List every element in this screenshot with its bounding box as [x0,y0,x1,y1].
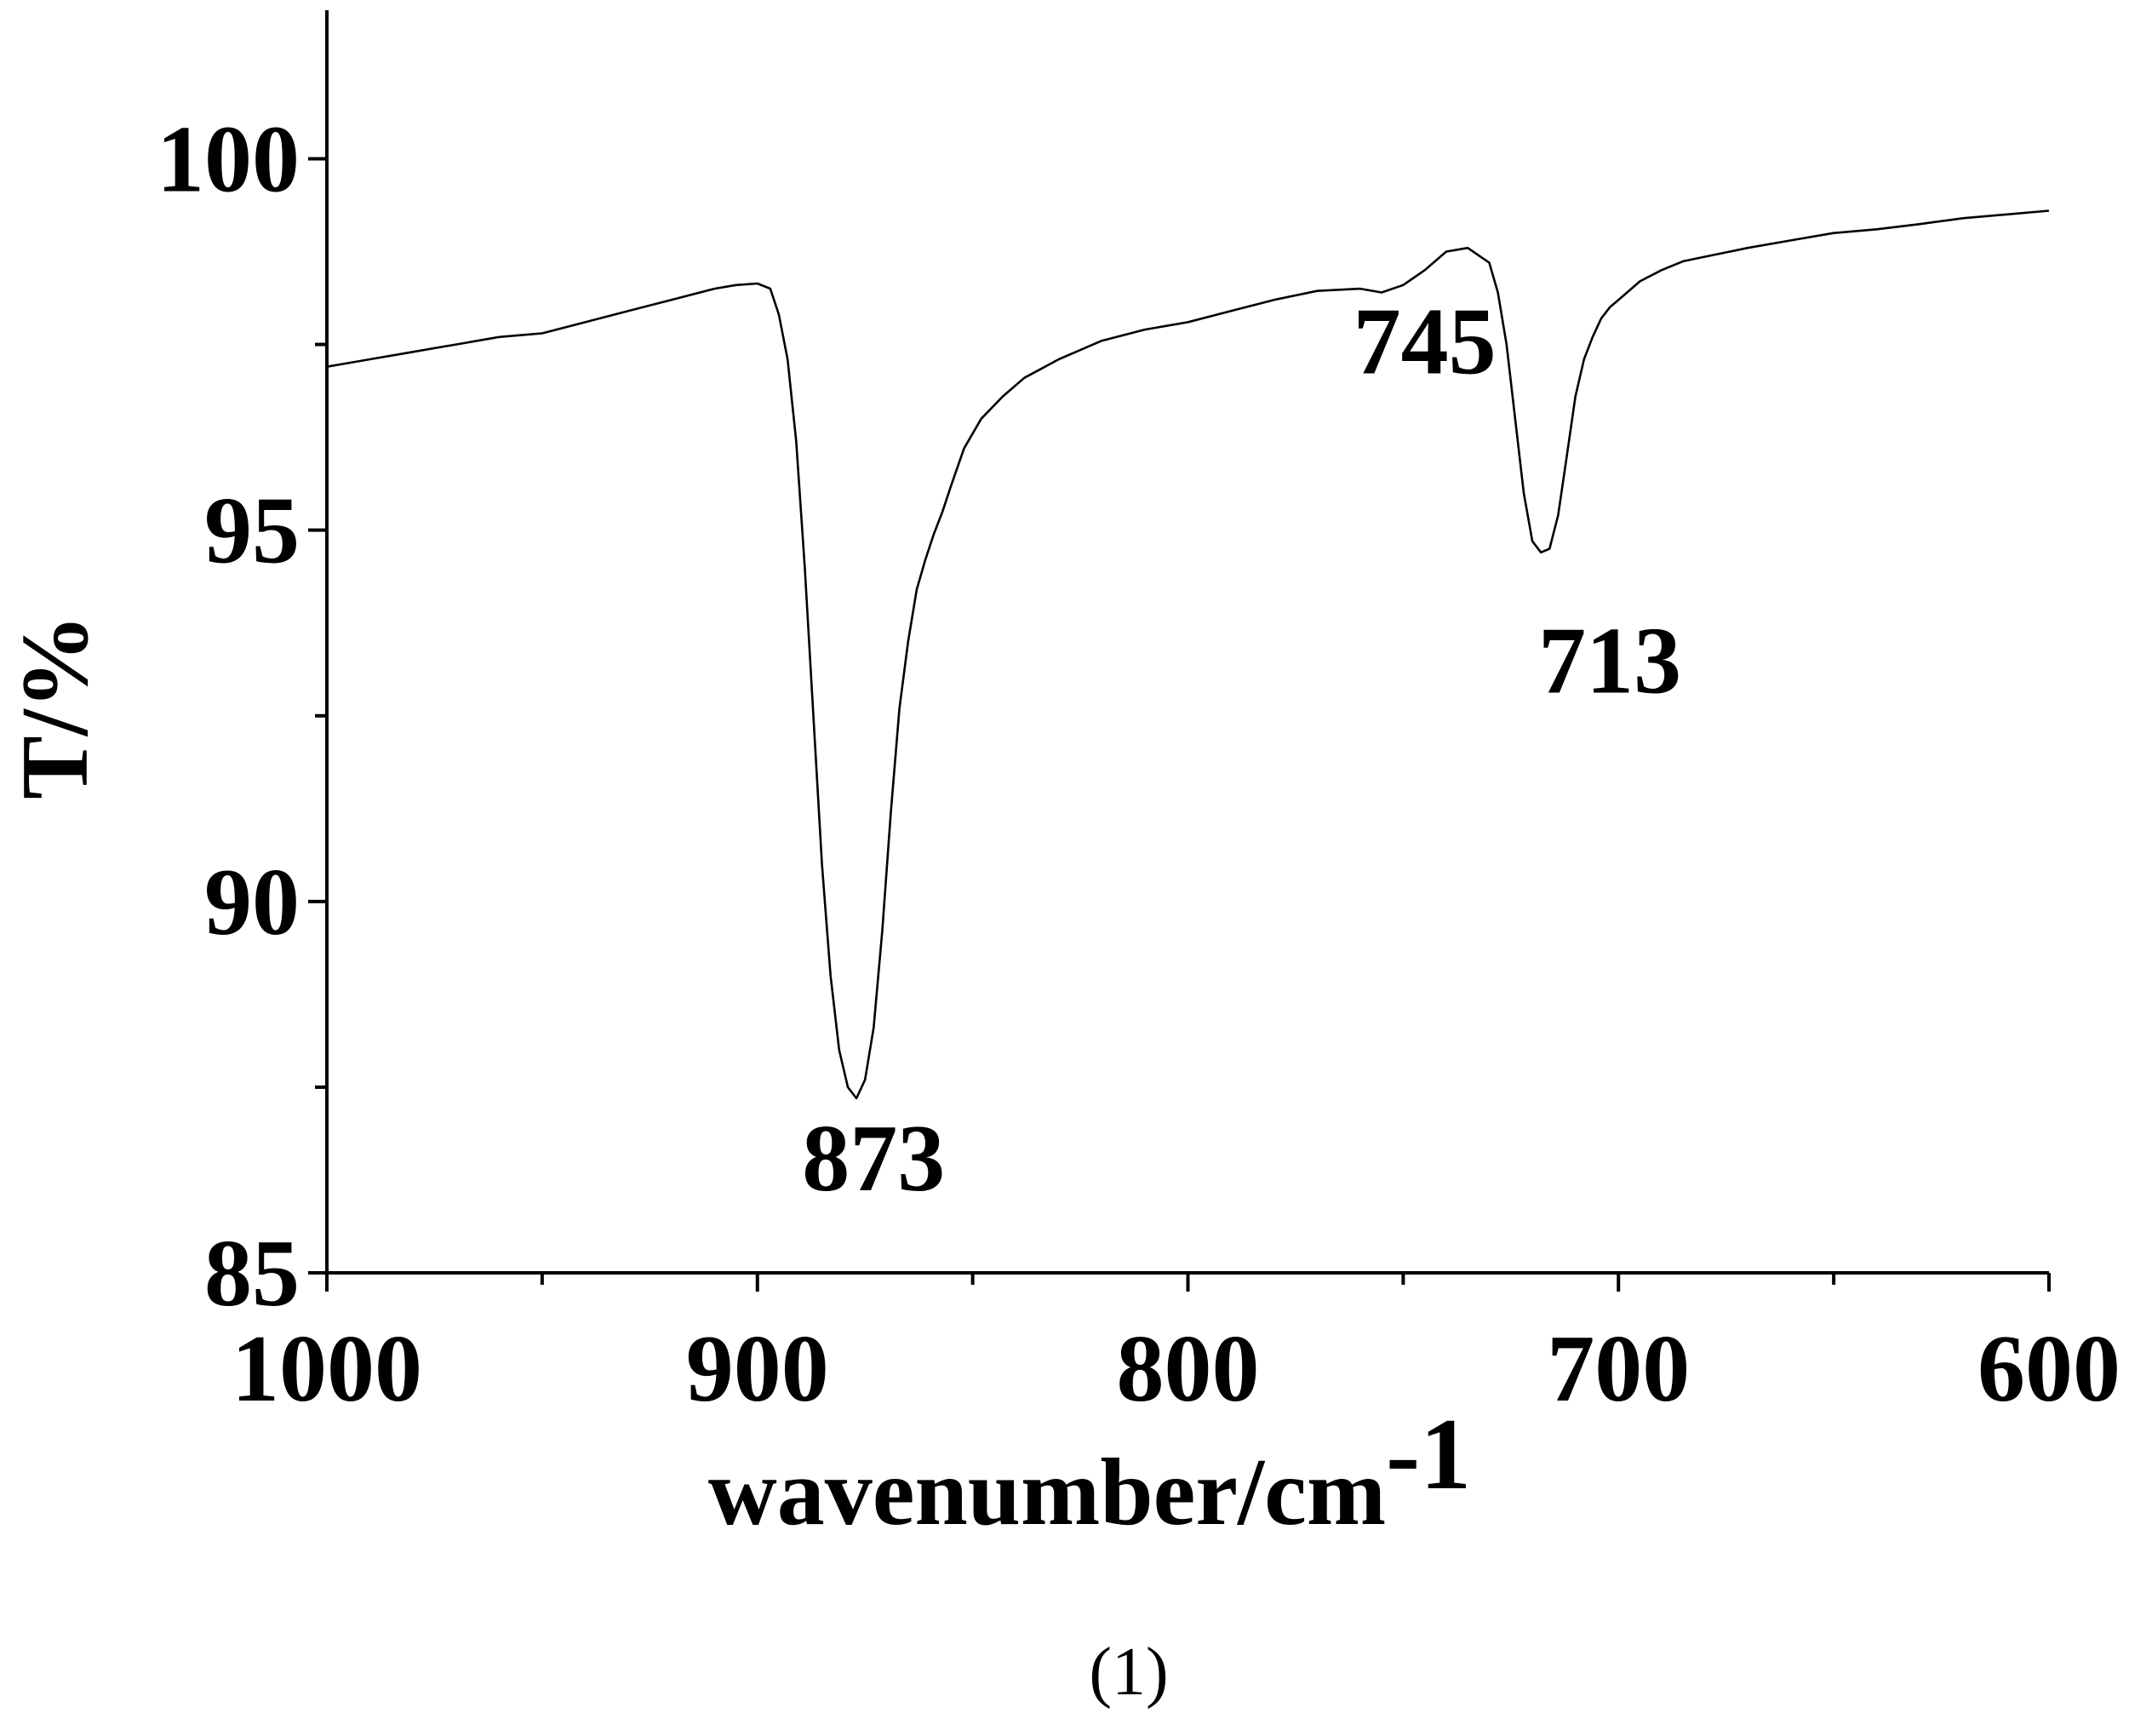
peak-label: 745 [1354,289,1497,394]
series-layer [326,209,2050,1100]
y-axis-ticks: 85 90 95 100 [157,106,327,1326]
y-tick-label: 95 [204,478,300,584]
peak-label: 873 [802,1106,945,1212]
y-tick-label: 85 [204,1221,300,1326]
transmittance-line [326,209,2050,1100]
panel-label: (1) [1089,1635,1168,1710]
annotation-layer: 873 745 713 [802,289,1681,1212]
y-axis-title: T/% [3,614,108,799]
x-tick-label: 800 [1117,1316,1260,1422]
x-axis-ticks: 1000 900 800 700 600 [232,1273,2120,1422]
y-tick-label: 100 [157,106,300,212]
peak-label: 713 [1538,609,1681,714]
x-tick-label: 1000 [232,1316,422,1422]
x-tick-label: 600 [1977,1316,2120,1422]
axes [325,10,2049,1275]
x-axis-title: wavenumber/cm-1 [708,1397,1471,1545]
y-tick-label: 90 [204,850,300,955]
x-tick-label: 900 [686,1316,829,1422]
x-tick-label: 700 [1547,1316,1690,1422]
